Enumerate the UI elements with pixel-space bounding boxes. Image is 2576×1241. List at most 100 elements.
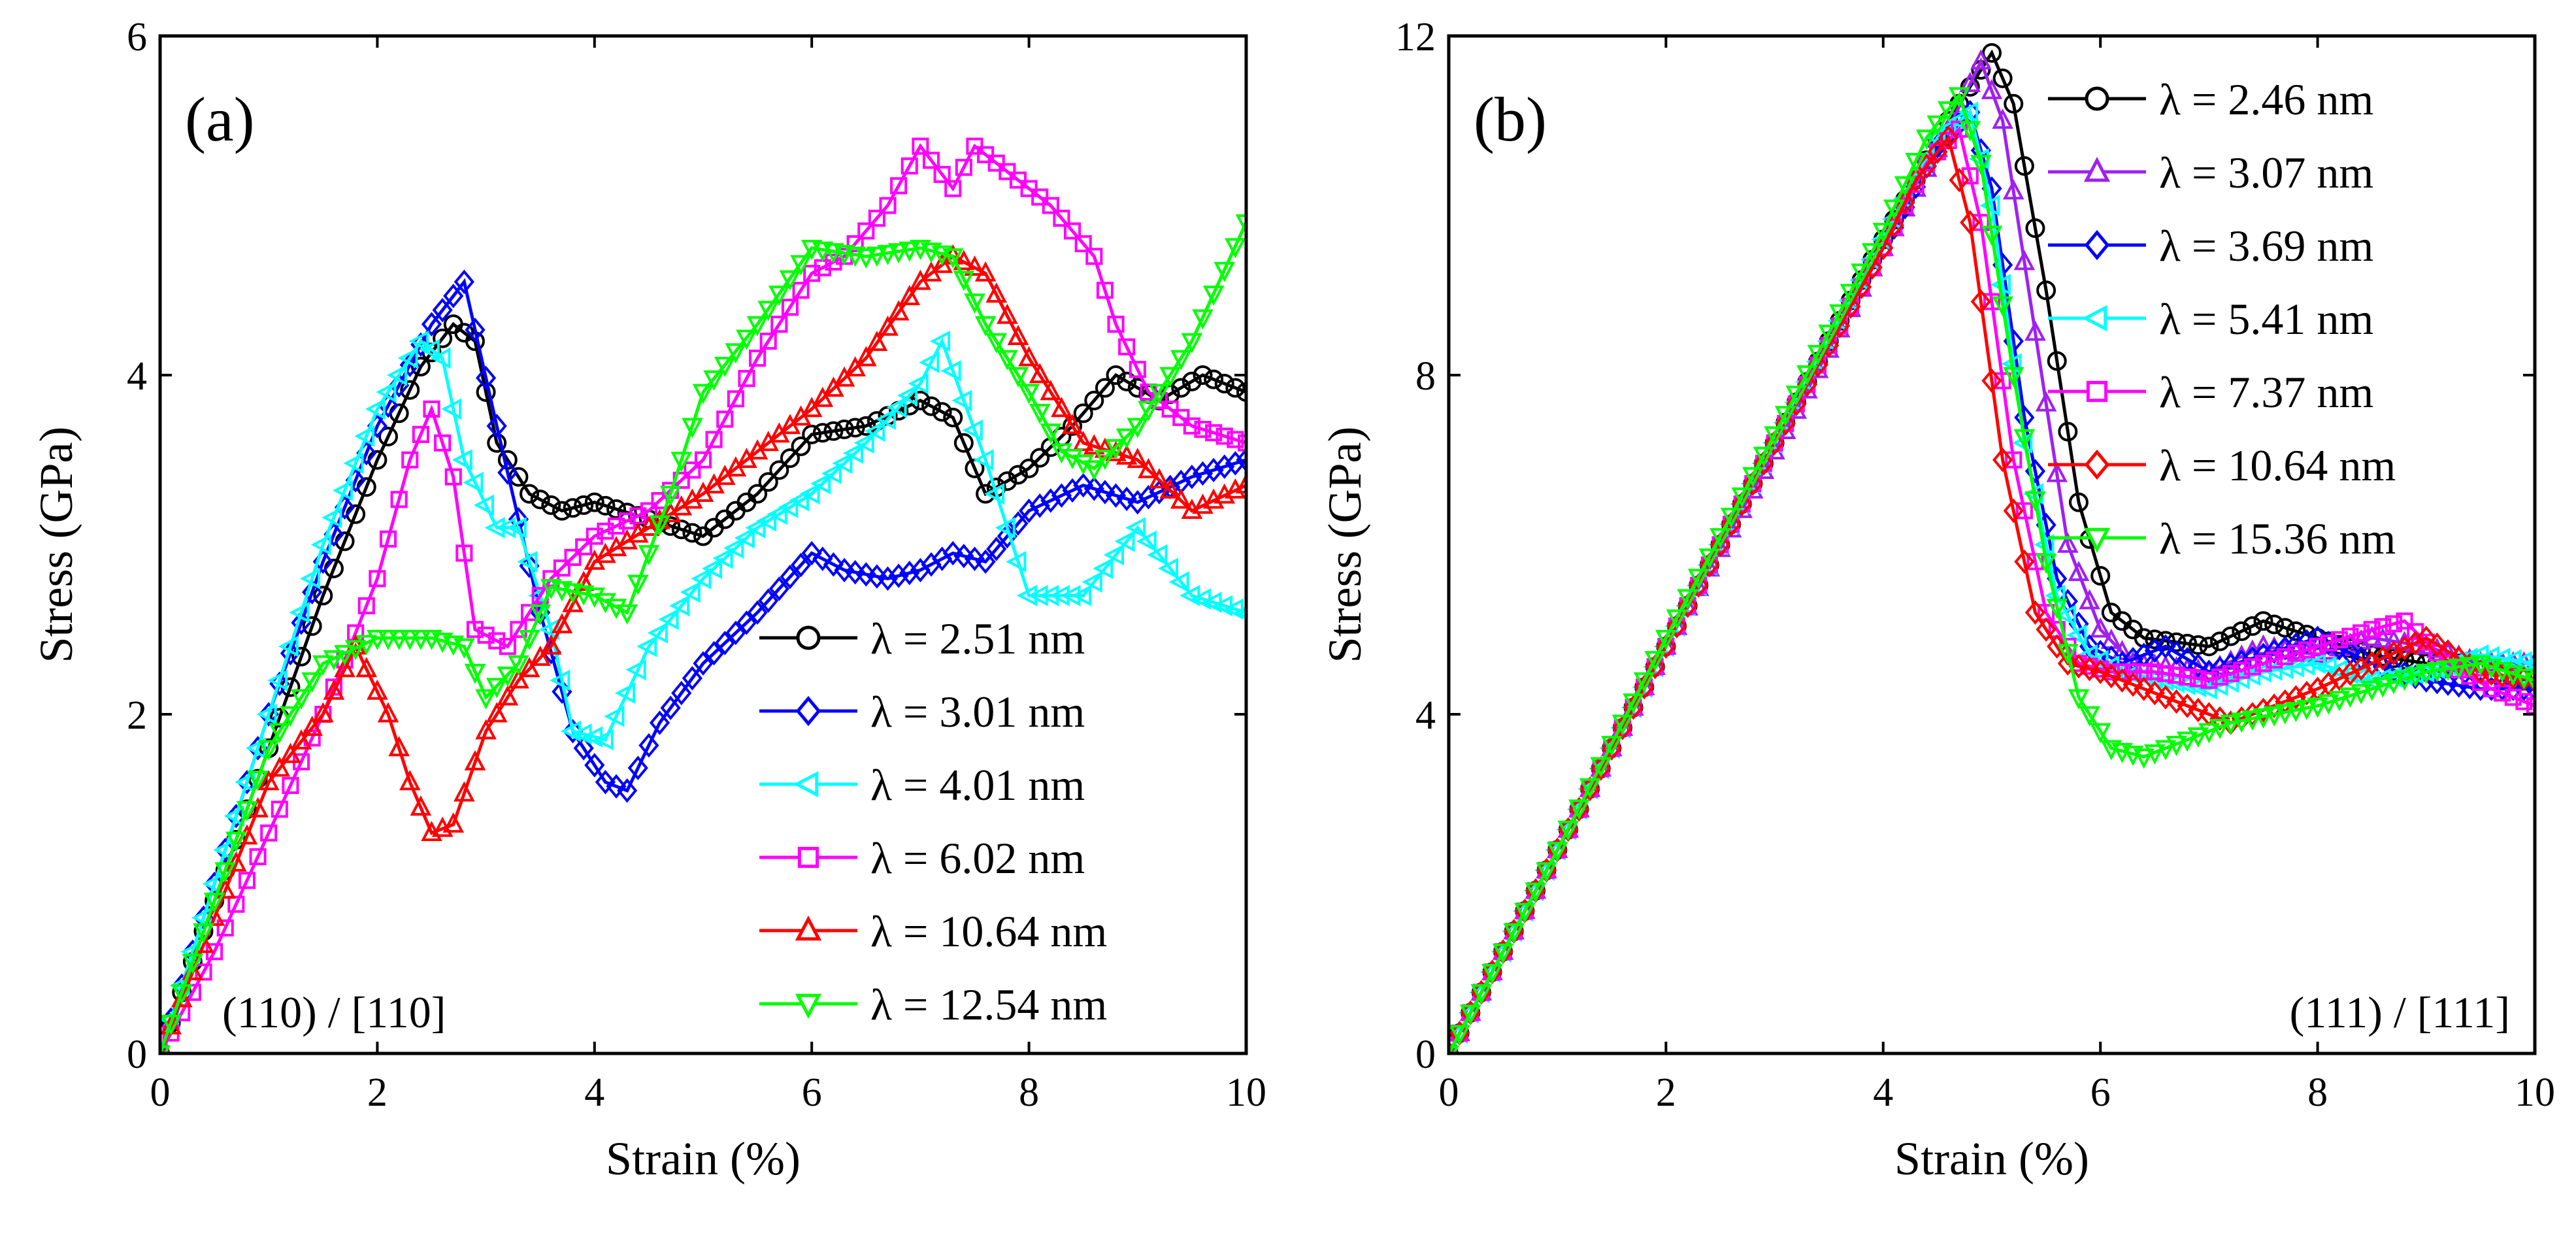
- data-point: [1236, 448, 1246, 472]
- data-point: [541, 495, 561, 515]
- legend-label: λ = 15.36 nm: [2159, 514, 2396, 563]
- data-point: [693, 651, 714, 676]
- data-point: [1818, 324, 1840, 345]
- data-point: [412, 425, 429, 443]
- data-point: [2230, 712, 2253, 733]
- data-point: [1732, 491, 1753, 516]
- data-point: [1148, 384, 1170, 405]
- data-point: [2241, 710, 2264, 731]
- data-point: [1095, 378, 1115, 398]
- data-point: [1644, 651, 1666, 672]
- data-point: [1138, 401, 1159, 422]
- data-point: [443, 284, 464, 308]
- data-point: [388, 736, 410, 757]
- data-point: [1114, 530, 1135, 552]
- data-point: [2274, 704, 2296, 725]
- data-point: [323, 679, 345, 700]
- data-point: [844, 356, 866, 377]
- data-point: [2383, 629, 2405, 650]
- data-point: [2035, 554, 2057, 574]
- data-point: [647, 622, 668, 644]
- data-point: [951, 389, 972, 412]
- data-point: [1905, 152, 1926, 173]
- data-point: [389, 403, 409, 423]
- data-point: [1181, 371, 1202, 391]
- data-point: [225, 831, 247, 852]
- legend-marker: [2082, 305, 2107, 332]
- data-point: [2524, 672, 2535, 693]
- data-point: [388, 629, 410, 650]
- data-point: [1949, 167, 1970, 193]
- data-point: [823, 552, 844, 577]
- data-point: [376, 381, 397, 403]
- data-point: [595, 495, 616, 516]
- legend-label: λ = 4.01 nm: [870, 760, 1085, 810]
- data-point: [780, 565, 801, 589]
- data-point: [1204, 369, 1224, 389]
- data-point: [1083, 476, 1104, 501]
- data-point: [487, 433, 507, 453]
- data-point: [1459, 1004, 1481, 1025]
- data-point: [2166, 689, 2187, 714]
- series-5: [160, 214, 1246, 1053]
- data-point: [1051, 483, 1072, 508]
- data-point: [1194, 420, 1212, 438]
- data-point: [310, 534, 331, 555]
- data-point: [387, 364, 408, 386]
- data-point: [497, 460, 518, 485]
- data-point: [203, 893, 225, 914]
- data-point: [410, 629, 432, 650]
- data-point: [2111, 668, 2133, 693]
- data-point: [965, 458, 985, 478]
- data-point: [1753, 446, 1775, 467]
- data-point: [434, 434, 452, 452]
- data-point: [454, 638, 475, 659]
- data-point: [290, 729, 312, 750]
- data-point: [356, 477, 376, 497]
- data-point: [997, 303, 1018, 324]
- data-point: [369, 570, 386, 587]
- data-point: [355, 635, 378, 655]
- data-point: [1981, 78, 2003, 99]
- data-point: [1981, 42, 2002, 63]
- data-point: [2057, 644, 2079, 665]
- data-point: [2002, 367, 2024, 388]
- data-point: [2068, 689, 2090, 710]
- data-point: [2199, 637, 2219, 657]
- data-point: [801, 397, 823, 418]
- data-point: [770, 316, 788, 333]
- data-point: [1666, 614, 1687, 638]
- data-point: [1960, 210, 1981, 235]
- data-point: [2515, 693, 2533, 710]
- data-point: [1666, 609, 1688, 630]
- data-point: [749, 350, 767, 367]
- data-point: [691, 568, 712, 589]
- data-point: [660, 695, 681, 720]
- data-point: [890, 177, 908, 195]
- data-point: [964, 256, 985, 276]
- data-point: [1029, 403, 1051, 424]
- data-point: [1214, 373, 1234, 393]
- data-point: [2372, 646, 2393, 671]
- data-point: [280, 742, 301, 763]
- data-point: [497, 667, 519, 687]
- data-point: [833, 366, 855, 387]
- data-point: [1959, 71, 1981, 92]
- data-point: [1018, 498, 1040, 523]
- data-point: [625, 659, 646, 681]
- data-point: [397, 347, 418, 369]
- data-point: [1992, 296, 2013, 317]
- x-tick-label: 6: [802, 1070, 822, 1115]
- data-point: [1236, 382, 1246, 402]
- data-point: [1158, 557, 1179, 580]
- data-point: [2179, 668, 2196, 686]
- data-point: [2189, 670, 2207, 687]
- data-point: [377, 629, 399, 650]
- data-point: [1796, 365, 1818, 386]
- data-point: [2155, 685, 2176, 710]
- data-point: [2296, 680, 2317, 706]
- data-point: [1894, 176, 1916, 197]
- data-point: [932, 402, 952, 422]
- data-point: [2396, 612, 2413, 630]
- data-point: [1948, 87, 1970, 108]
